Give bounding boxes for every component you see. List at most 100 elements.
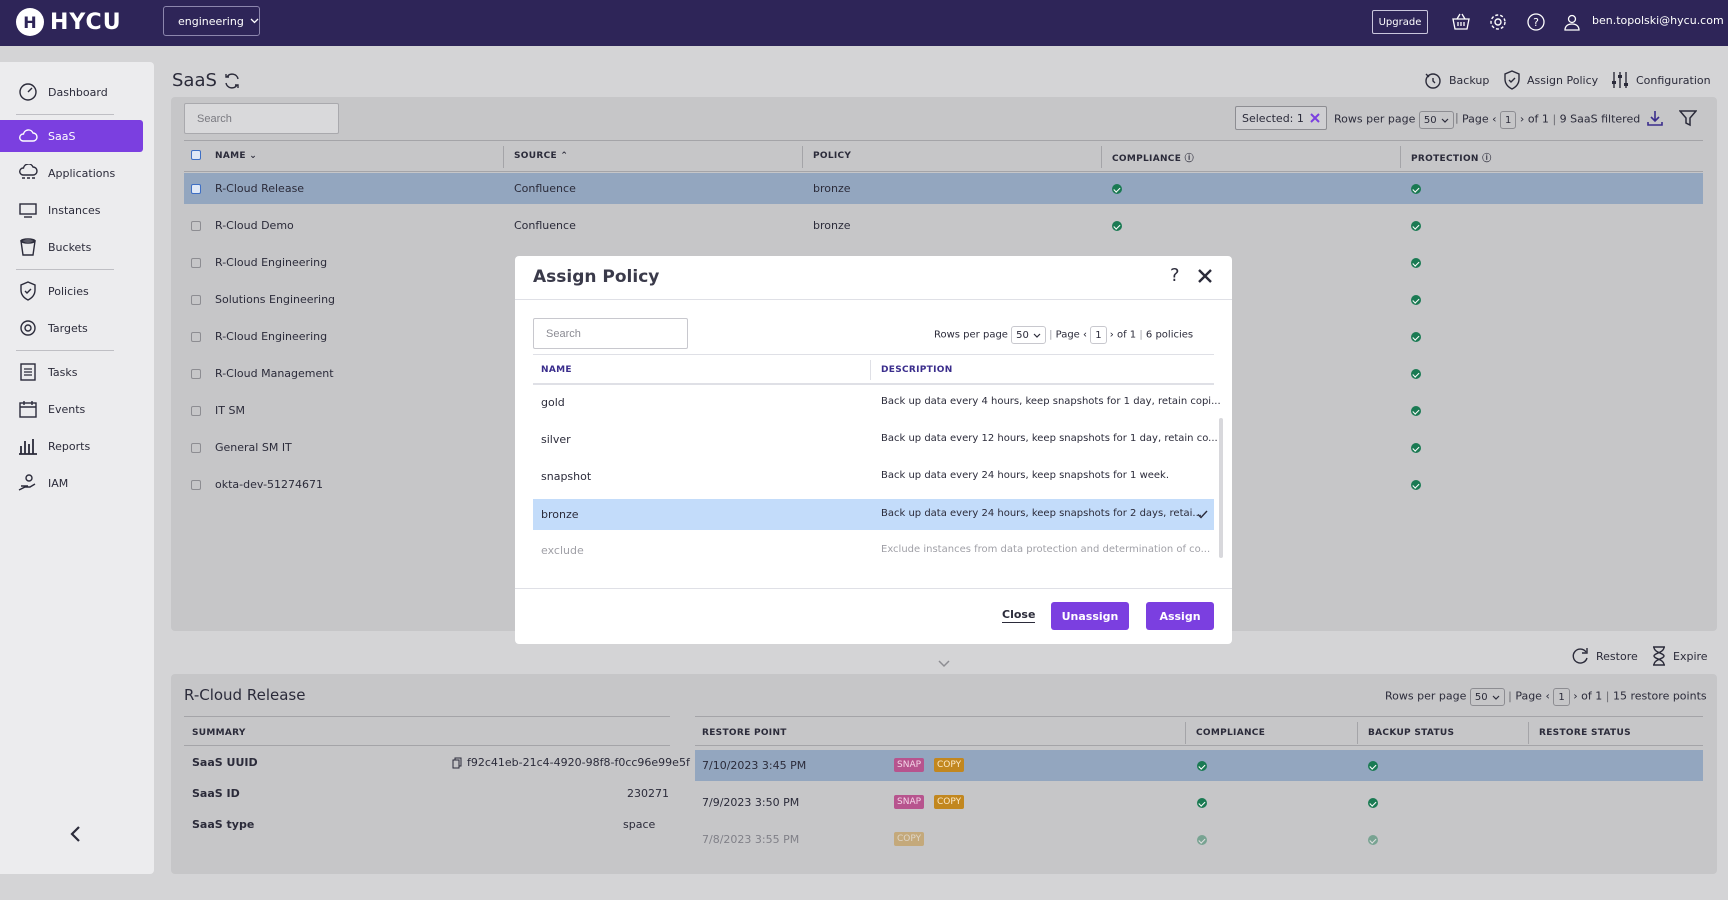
- help-icon[interactable]: ?: [1525, 11, 1547, 33]
- configuration-button[interactable]: Configuration: [1610, 70, 1711, 90]
- row-checkbox[interactable]: [191, 221, 201, 231]
- restore-point-row[interactable]: 7/8/2023 3:55 PM COPY: [695, 824, 1703, 846]
- restore-point-row[interactable]: 7/9/2023 3:50 PM SNAP COPY: [695, 787, 1703, 818]
- column-header-backup-status[interactable]: BACKUP STATUS: [1368, 728, 1455, 738]
- gauge-icon: [18, 82, 38, 102]
- table-row[interactable]: General SM IT: [184, 432, 1703, 463]
- row-checkbox[interactable]: [191, 332, 201, 342]
- user-email[interactable]: ben.topolski@hycu.com: [1592, 14, 1724, 27]
- column-header-policy[interactable]: POLICY: [813, 151, 852, 161]
- assign-button[interactable]: Assign: [1146, 602, 1214, 630]
- row-checkbox[interactable]: [191, 295, 201, 305]
- sidebar-item-applications[interactable]: Applications: [0, 157, 143, 189]
- sidebar-item-policies[interactable]: Policies: [0, 275, 143, 307]
- next-page-icon[interactable]: ›: [1109, 329, 1114, 341]
- tenant-name: engineering: [178, 14, 244, 28]
- column-header-protection[interactable]: PROTECTION ⓘ: [1411, 151, 1492, 164]
- info-icon[interactable]: ⓘ: [1184, 154, 1194, 164]
- upgrade-button[interactable]: Upgrade: [1372, 10, 1428, 34]
- policy-row-selected[interactable]: bronze Back up data every 24 hours, keep…: [533, 499, 1214, 530]
- user-icon[interactable]: [1563, 11, 1581, 33]
- summary-uuid[interactable]: f92c41eb-21c4-4920-98f8-f0cc96e99e5f: [452, 756, 690, 769]
- column-header-source[interactable]: SOURCE ⌃: [514, 151, 568, 161]
- page-number-input[interactable]: 1: [1500, 111, 1517, 129]
- close-icon[interactable]: [1197, 268, 1213, 284]
- copy-icon[interactable]: [452, 757, 462, 769]
- panel-splitter-icon[interactable]: [937, 659, 951, 669]
- sidebar-item-targets[interactable]: Targets: [0, 312, 143, 344]
- gear-icon[interactable]: [1487, 11, 1509, 33]
- row-checkbox[interactable]: [191, 406, 201, 416]
- next-page-icon[interactable]: ›: [1519, 112, 1525, 126]
- page-number-input[interactable]: 1: [1553, 688, 1570, 706]
- backup-button[interactable]: Backup: [1423, 70, 1489, 90]
- restore-button[interactable]: Restore: [1570, 646, 1638, 666]
- table-row[interactable]: R-Cloud Release Confluence bronze: [184, 173, 1703, 204]
- column-header-name[interactable]: NAME ⌄: [215, 151, 257, 161]
- selected-chip[interactable]: Selected: 1: [1235, 106, 1327, 130]
- select-all-checkbox[interactable]: [191, 150, 201, 160]
- table-row[interactable]: R-Cloud Engineering: [184, 321, 1703, 352]
- clear-selection-icon[interactable]: [1310, 113, 1320, 123]
- table-row[interactable]: IT SM: [184, 395, 1703, 426]
- prev-page-icon[interactable]: ‹: [1492, 112, 1497, 126]
- download-icon[interactable]: [1646, 109, 1664, 127]
- policy-list-scrollbar[interactable]: [1219, 418, 1223, 558]
- basket-icon[interactable]: [1450, 11, 1472, 33]
- sidebar-item-iam[interactable]: IAM: [0, 467, 143, 499]
- table-row[interactable]: Solutions Engineering: [184, 284, 1703, 315]
- column-header-description[interactable]: DESCRIPTION: [881, 365, 953, 375]
- summary-header-border: [184, 745, 670, 746]
- prev-page-icon[interactable]: ‹: [1083, 329, 1088, 341]
- row-checkbox[interactable]: [191, 443, 201, 453]
- table-row[interactable]: okta-dev-51274671: [184, 469, 1703, 500]
- policy-row[interactable]: snapshot Back up data every 24 hours, ke…: [533, 461, 1214, 492]
- policy-row[interactable]: silver Back up data every 12 hours, keep…: [533, 424, 1218, 455]
- help-icon[interactable]: ?: [1170, 265, 1180, 286]
- policy-row[interactable]: exclude Exclude instances from data prot…: [533, 535, 1214, 559]
- cloud-apps-icon: [18, 163, 38, 183]
- restore-point-row[interactable]: 7/10/2023 3:45 PM SNAP COPY: [695, 750, 1703, 781]
- policy-search-input[interactable]: Search: [533, 318, 688, 349]
- unassign-button[interactable]: Unassign: [1051, 602, 1129, 630]
- row-name: General SM IT: [215, 441, 292, 454]
- column-header-restore-point[interactable]: RESTORE POINT: [702, 728, 787, 738]
- column-header-compliance[interactable]: COMPLIANCE: [1196, 728, 1266, 738]
- rows-per-page-select[interactable]: 50: [1011, 326, 1046, 344]
- sidebar-item-buckets[interactable]: Buckets: [0, 231, 143, 263]
- next-page-icon[interactable]: ›: [1573, 689, 1578, 703]
- sidebar-item-tasks[interactable]: Tasks: [0, 356, 143, 388]
- search-input[interactable]: Search: [184, 103, 339, 134]
- close-button[interactable]: Close: [1002, 608, 1036, 623]
- protection-ok-icon: [1411, 443, 1421, 453]
- table-row[interactable]: R-Cloud Demo Confluence bronze: [184, 210, 1703, 241]
- sidebar-item-events[interactable]: Events: [0, 393, 143, 425]
- filter-icon[interactable]: [1678, 109, 1698, 127]
- row-checkbox[interactable]: [191, 184, 201, 194]
- policy-row[interactable]: gold Back up data every 4 hours, keep sn…: [533, 387, 1221, 418]
- row-checkbox[interactable]: [191, 258, 201, 268]
- column-header-restore-status[interactable]: RESTORE STATUS: [1539, 728, 1631, 738]
- table-row[interactable]: R-Cloud Management: [184, 358, 1703, 389]
- rows-per-page-select[interactable]: 50: [1418, 111, 1454, 129]
- row-checkbox[interactable]: [191, 369, 201, 379]
- assign-policy-button[interactable]: Assign Policy: [1503, 70, 1598, 90]
- sidebar-item-dashboard[interactable]: Dashboard: [0, 76, 143, 108]
- page-number-input[interactable]: 1: [1090, 326, 1107, 344]
- rows-per-page-select[interactable]: 50: [1469, 688, 1505, 706]
- hycu-logo[interactable]: H HYCU: [16, 8, 122, 36]
- collapse-sidebar-icon[interactable]: [64, 822, 88, 846]
- sidebar-item-reports[interactable]: Reports: [0, 430, 143, 462]
- table-row[interactable]: R-Cloud Engineering: [184, 247, 1703, 278]
- column-divider: [1185, 722, 1186, 744]
- info-icon[interactable]: ⓘ: [1482, 154, 1492, 164]
- sidebar-item-saas[interactable]: SaaS: [0, 120, 143, 152]
- tenant-selector[interactable]: engineering: [163, 6, 260, 36]
- column-header-name[interactable]: NAME: [541, 365, 572, 375]
- expire-button[interactable]: Expire: [1651, 646, 1708, 666]
- refresh-icon[interactable]: [222, 71, 242, 91]
- column-header-compliance[interactable]: COMPLIANCE ⓘ: [1112, 151, 1194, 164]
- sidebar-item-instances[interactable]: Instances: [0, 194, 143, 226]
- row-checkbox[interactable]: [191, 480, 201, 490]
- prev-page-icon[interactable]: ‹: [1545, 689, 1550, 703]
